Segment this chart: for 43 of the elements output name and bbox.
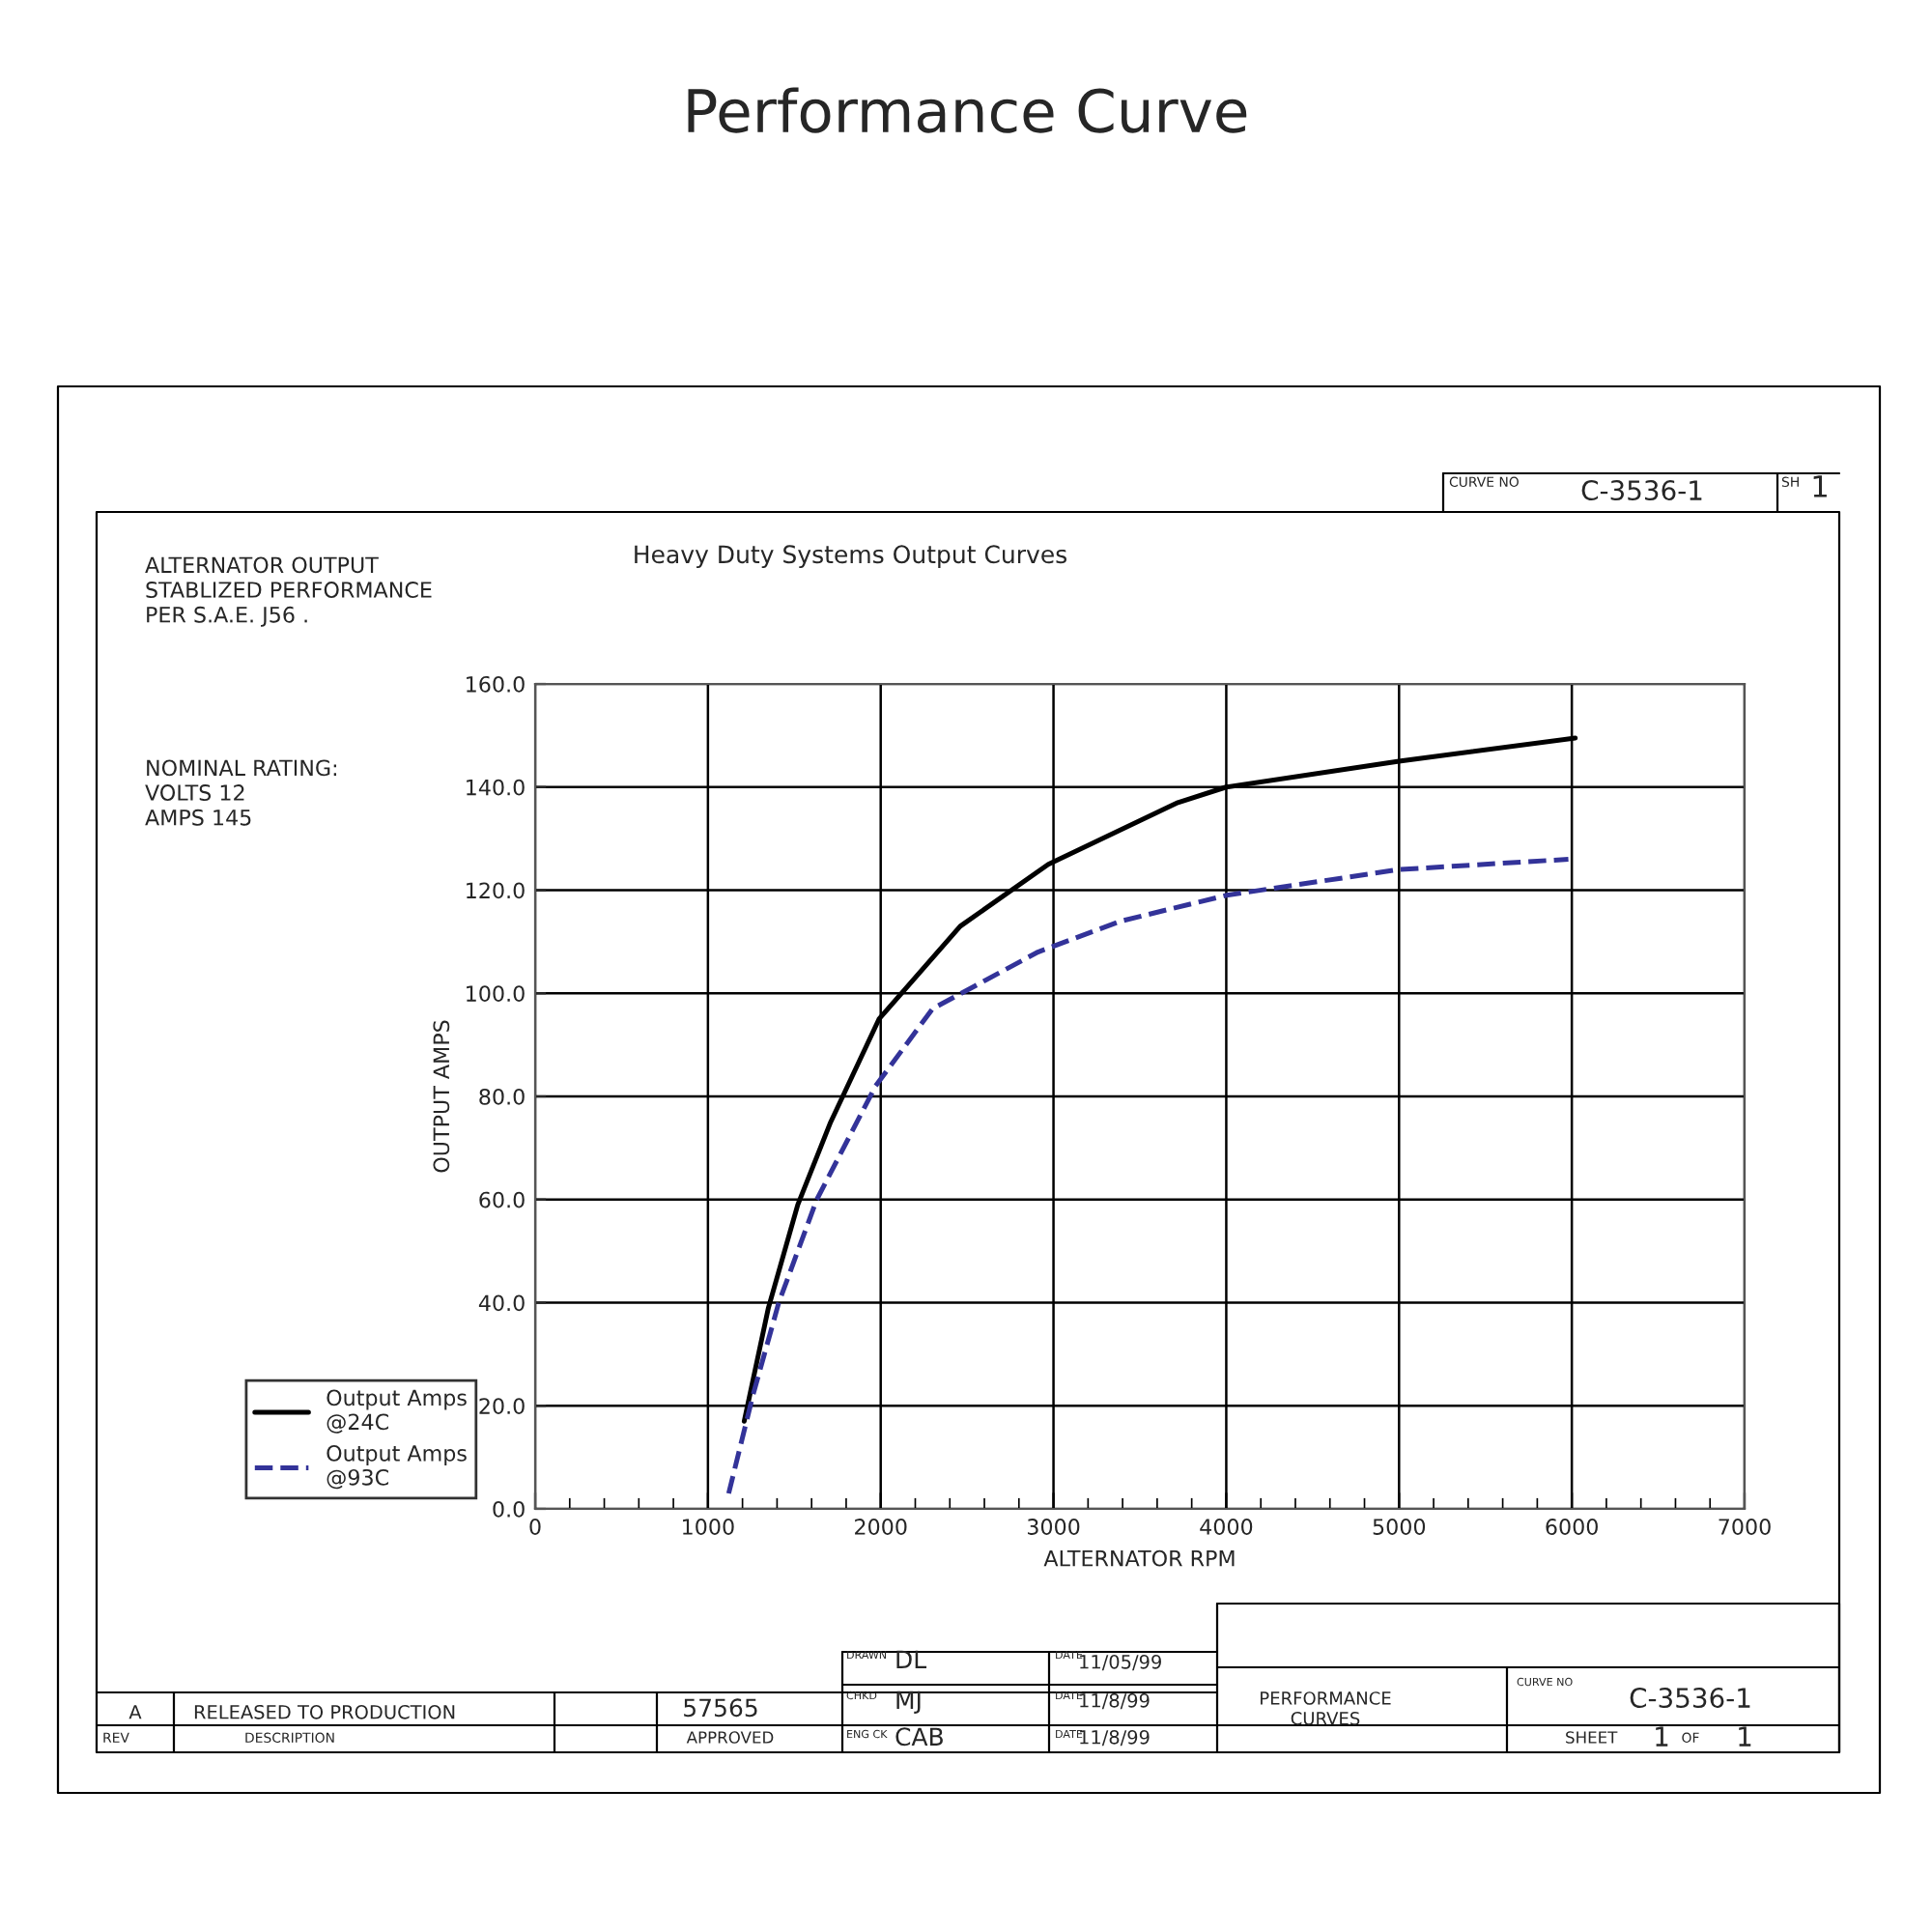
text: APPROVED	[686, 1731, 774, 1744]
y-tick-label: 140.0	[467, 779, 525, 796]
text: NOMINAL RATING: VOLTS 12 AMPS 145	[145, 759, 337, 826]
x-axis-title: ALTERNATOR RPM	[1043, 1549, 1235, 1567]
y-tick-label: 100.0	[467, 985, 525, 1003]
y-tick-label: 80.0	[479, 1088, 525, 1105]
text: CAB	[895, 1727, 943, 1747]
x-tick-label: 4000	[1200, 1519, 1253, 1535]
legend-label: Output Amps @93C	[327, 1445, 467, 1490]
text: 11/8/99	[1080, 1729, 1150, 1747]
text: SHEET	[1566, 1731, 1618, 1744]
x-tick-label: 6000	[1546, 1519, 1598, 1535]
y-tick-label: 60.0	[479, 1191, 525, 1208]
x-tick-label: 5000	[1373, 1519, 1426, 1535]
x-tick-label: 3000	[1027, 1519, 1080, 1535]
text: C-3536-1	[1630, 1688, 1750, 1709]
x-tick-label: 7000	[1719, 1519, 1771, 1535]
text: 1	[1656, 1726, 1668, 1747]
text: 1	[1739, 1726, 1751, 1747]
legend-label: Output Amps @24C	[327, 1389, 467, 1434]
chart-subtitle: Heavy Duty Systems Output Curves	[635, 545, 1066, 569]
y-tick-label: 40.0	[478, 1294, 525, 1312]
line-series	[725, 856, 1572, 1496]
chart-title: Performance Curve	[688, 87, 1247, 133]
x-tick-label: 2000	[855, 1519, 907, 1535]
text: PERFORMANCE CURVES	[1261, 1691, 1391, 1725]
y-tick-label: 0.0	[493, 1500, 525, 1518]
y-tick-label: 160.0	[467, 675, 525, 693]
text: 11/8/99	[1080, 1692, 1150, 1710]
y-tick-label: 20.0	[479, 1398, 525, 1415]
text: MJ	[896, 1690, 921, 1714]
text: 57565	[684, 1698, 757, 1718]
text: DL	[896, 1650, 927, 1668]
y-tick-label: 120.0	[467, 882, 525, 899]
y-axis-title: OUTPUT AMPS	[433, 1020, 450, 1173]
text: 1	[1813, 475, 1827, 497]
x-tick-label: 1000	[683, 1519, 734, 1535]
text: ALTERNATOR OUTPUT STABLIZED PERFORMANCE PER S.A.E. J56 .	[145, 556, 432, 627]
text: RELEASED TO PRODUCTION	[194, 1704, 455, 1719]
text: A	[128, 1705, 142, 1719]
x-tick-label: 0	[529, 1519, 541, 1535]
text: C-3536-1	[1581, 480, 1702, 501]
text: 11/05/99	[1080, 1654, 1161, 1671]
